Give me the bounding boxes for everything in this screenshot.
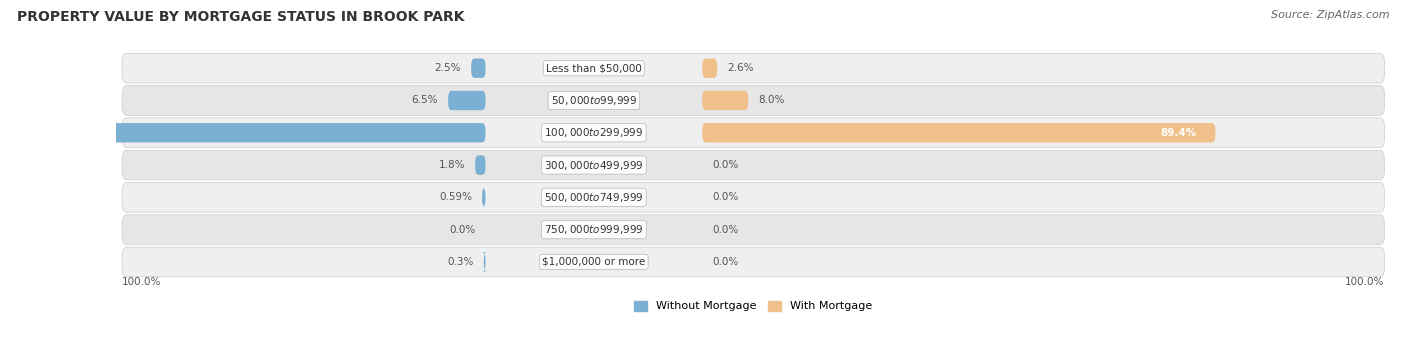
FancyBboxPatch shape bbox=[449, 91, 485, 110]
Text: 0.0%: 0.0% bbox=[713, 192, 738, 202]
Text: 0.0%: 0.0% bbox=[449, 225, 475, 235]
Text: 2.5%: 2.5% bbox=[434, 63, 461, 73]
Text: 8.0%: 8.0% bbox=[758, 96, 785, 105]
FancyBboxPatch shape bbox=[0, 123, 485, 142]
FancyBboxPatch shape bbox=[122, 183, 1385, 212]
FancyBboxPatch shape bbox=[122, 118, 1385, 148]
FancyBboxPatch shape bbox=[703, 58, 717, 78]
FancyBboxPatch shape bbox=[122, 215, 1385, 244]
Text: 0.0%: 0.0% bbox=[713, 257, 738, 267]
FancyBboxPatch shape bbox=[122, 53, 1385, 83]
Text: 89.4%: 89.4% bbox=[1160, 128, 1197, 138]
Text: 0.3%: 0.3% bbox=[447, 257, 474, 267]
Text: $300,000 to $499,999: $300,000 to $499,999 bbox=[544, 158, 644, 172]
Text: 88.3%: 88.3% bbox=[0, 128, 34, 138]
FancyBboxPatch shape bbox=[482, 188, 485, 207]
Text: Less than $50,000: Less than $50,000 bbox=[546, 63, 641, 73]
Text: $50,000 to $99,999: $50,000 to $99,999 bbox=[551, 94, 637, 107]
FancyBboxPatch shape bbox=[703, 91, 748, 110]
Text: PROPERTY VALUE BY MORTGAGE STATUS IN BROOK PARK: PROPERTY VALUE BY MORTGAGE STATUS IN BRO… bbox=[17, 10, 464, 24]
Legend: Without Mortgage, With Mortgage: Without Mortgage, With Mortgage bbox=[631, 297, 876, 315]
FancyBboxPatch shape bbox=[471, 58, 485, 78]
FancyBboxPatch shape bbox=[703, 123, 1215, 142]
Text: $500,000 to $749,999: $500,000 to $749,999 bbox=[544, 191, 644, 204]
FancyBboxPatch shape bbox=[475, 155, 485, 175]
Text: $750,000 to $999,999: $750,000 to $999,999 bbox=[544, 223, 644, 236]
Text: 100.0%: 100.0% bbox=[1346, 277, 1385, 287]
Text: 0.0%: 0.0% bbox=[713, 160, 738, 170]
Text: 100.0%: 100.0% bbox=[122, 277, 162, 287]
FancyBboxPatch shape bbox=[122, 247, 1385, 277]
Text: $1,000,000 or more: $1,000,000 or more bbox=[543, 257, 645, 267]
FancyBboxPatch shape bbox=[482, 252, 486, 272]
FancyBboxPatch shape bbox=[122, 150, 1385, 180]
Text: 1.8%: 1.8% bbox=[439, 160, 465, 170]
Text: 0.0%: 0.0% bbox=[713, 225, 738, 235]
Text: $100,000 to $299,999: $100,000 to $299,999 bbox=[544, 126, 644, 139]
Text: 0.59%: 0.59% bbox=[439, 192, 472, 202]
FancyBboxPatch shape bbox=[122, 86, 1385, 115]
Text: 2.6%: 2.6% bbox=[727, 63, 754, 73]
Text: Source: ZipAtlas.com: Source: ZipAtlas.com bbox=[1271, 10, 1389, 20]
Text: 6.5%: 6.5% bbox=[412, 96, 439, 105]
